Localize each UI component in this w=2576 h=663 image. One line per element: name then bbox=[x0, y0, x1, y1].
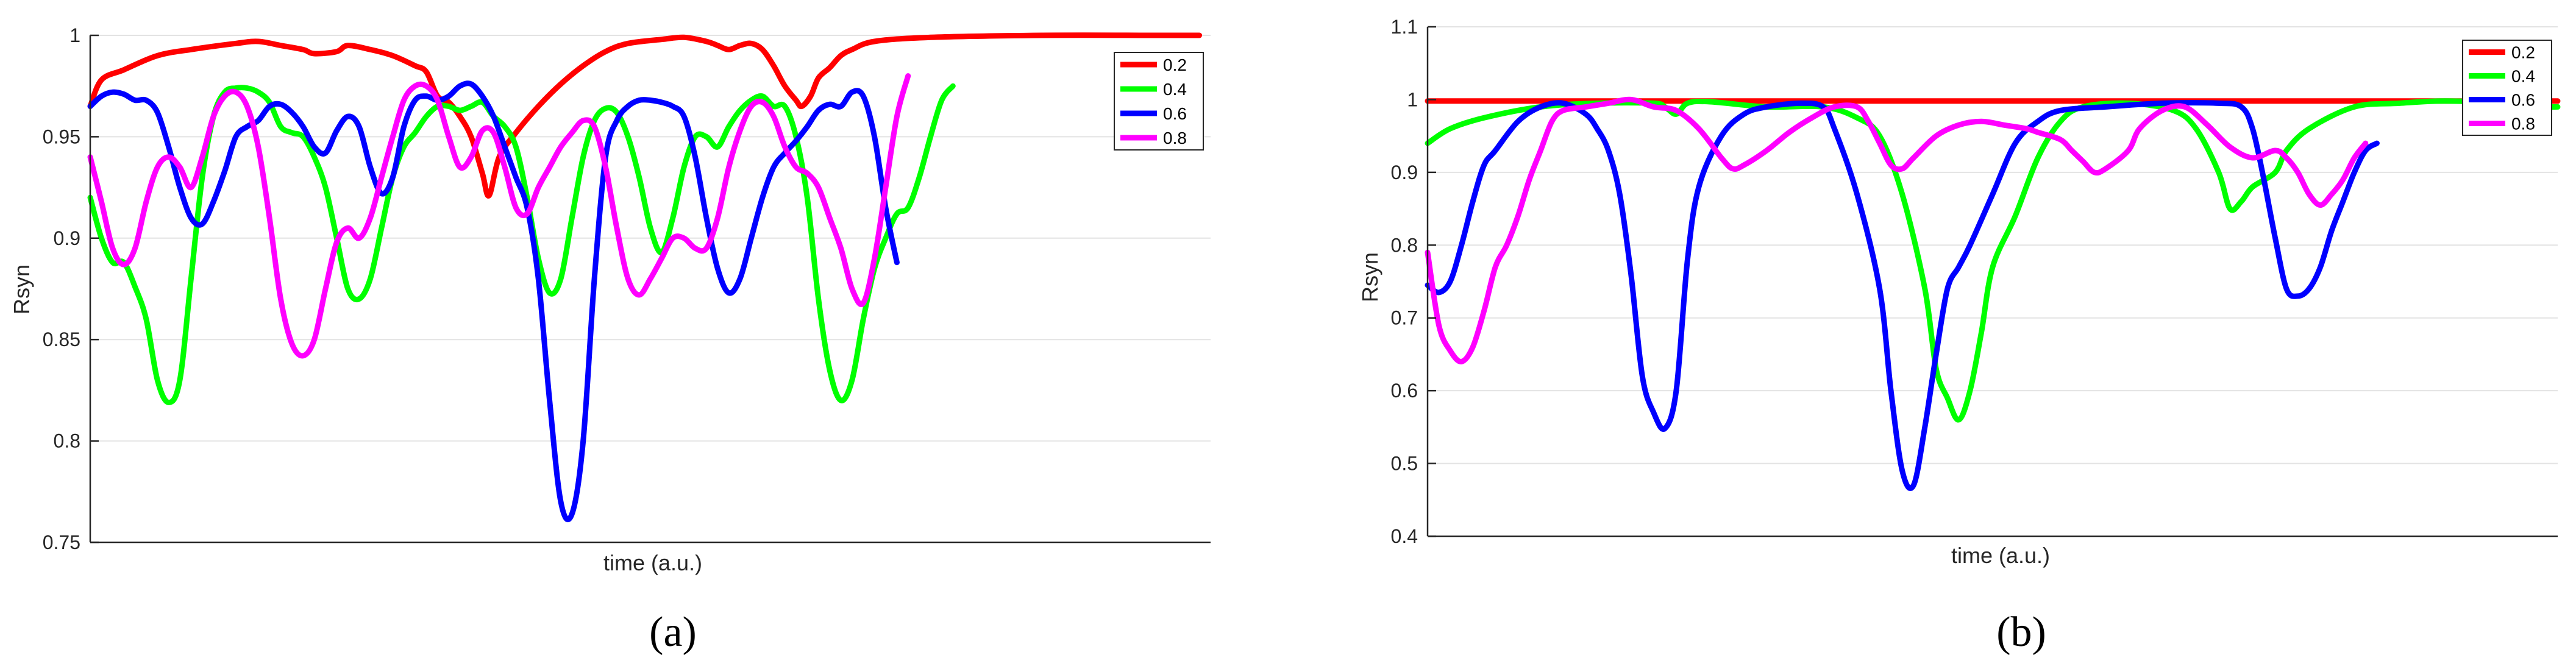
legend-entry-label: 0.4 bbox=[2511, 67, 2535, 86]
series-line-0.8 bbox=[87, 73, 911, 359]
legend-entry-label: 0.8 bbox=[1163, 129, 1187, 147]
chart-panel-a: 0.75 0.8 0.85 0.9 0.95 1 time (a.u.) Rsyn (a)… bbox=[9, 24, 1211, 656]
legend: 0.2 0.4 0.6 0.8 bbox=[1114, 52, 1204, 151]
chart-panel-b: 0.40.50.60.70.80.911.1 time (a.u.) Rsyn … bbox=[1357, 16, 2561, 656]
legend-box bbox=[1114, 52, 1204, 151]
legend-entry-label: 0.6 bbox=[2511, 91, 2535, 110]
legend-box bbox=[2462, 40, 2552, 136]
x-axis-label: time (a.u.) bbox=[603, 550, 702, 575]
y-axis-label: Rsyn bbox=[1357, 252, 1382, 302]
y-tick-label: 1.1 bbox=[1391, 16, 1418, 38]
x-axis-label: time (a.u.) bbox=[1951, 543, 2050, 568]
y-axis-label: Rsyn bbox=[9, 264, 34, 314]
series-line-0.2 bbox=[87, 32, 1203, 199]
series-line-0.6 bbox=[87, 80, 900, 523]
y-tick-label: 1 bbox=[1407, 88, 1418, 110]
panel-label: (a) bbox=[649, 609, 697, 656]
y-tick-label: 0.9 bbox=[54, 227, 80, 249]
y-tick-label: 0.4 bbox=[1391, 525, 1418, 547]
legend-entry-label: 0.4 bbox=[1163, 80, 1187, 99]
legend-entry-label: 0.2 bbox=[1163, 55, 1187, 74]
y-tick-label: 0.75 bbox=[43, 531, 80, 553]
series-line-0.4 bbox=[87, 83, 956, 405]
legend-entry-label: 0.2 bbox=[2511, 43, 2535, 62]
panel-label: (b) bbox=[1996, 609, 2046, 656]
y-tick-label: 0.5 bbox=[1391, 453, 1418, 475]
y-tick-label: 0.95 bbox=[43, 126, 80, 147]
y-tick-label: 0.6 bbox=[1391, 380, 1418, 402]
legend: 0.2 0.4 0.6 0.8 bbox=[2462, 40, 2552, 136]
y-tick-label: 0.8 bbox=[1391, 234, 1418, 256]
y-tick-label: 0.8 bbox=[54, 430, 80, 452]
legend-entry-label: 0.6 bbox=[1163, 104, 1187, 123]
y-tick-label: 0.85 bbox=[43, 328, 80, 350]
y-tick-label: 1 bbox=[69, 24, 80, 46]
y-tick-label: 0.7 bbox=[1391, 307, 1418, 329]
series-line-0.4 bbox=[1425, 98, 2561, 423]
legend-entry-label: 0.8 bbox=[2511, 115, 2535, 133]
y-tick-label: 0.9 bbox=[1391, 161, 1418, 183]
series-line-0.6 bbox=[1425, 100, 2380, 491]
series-line-0.8 bbox=[1425, 96, 2369, 364]
